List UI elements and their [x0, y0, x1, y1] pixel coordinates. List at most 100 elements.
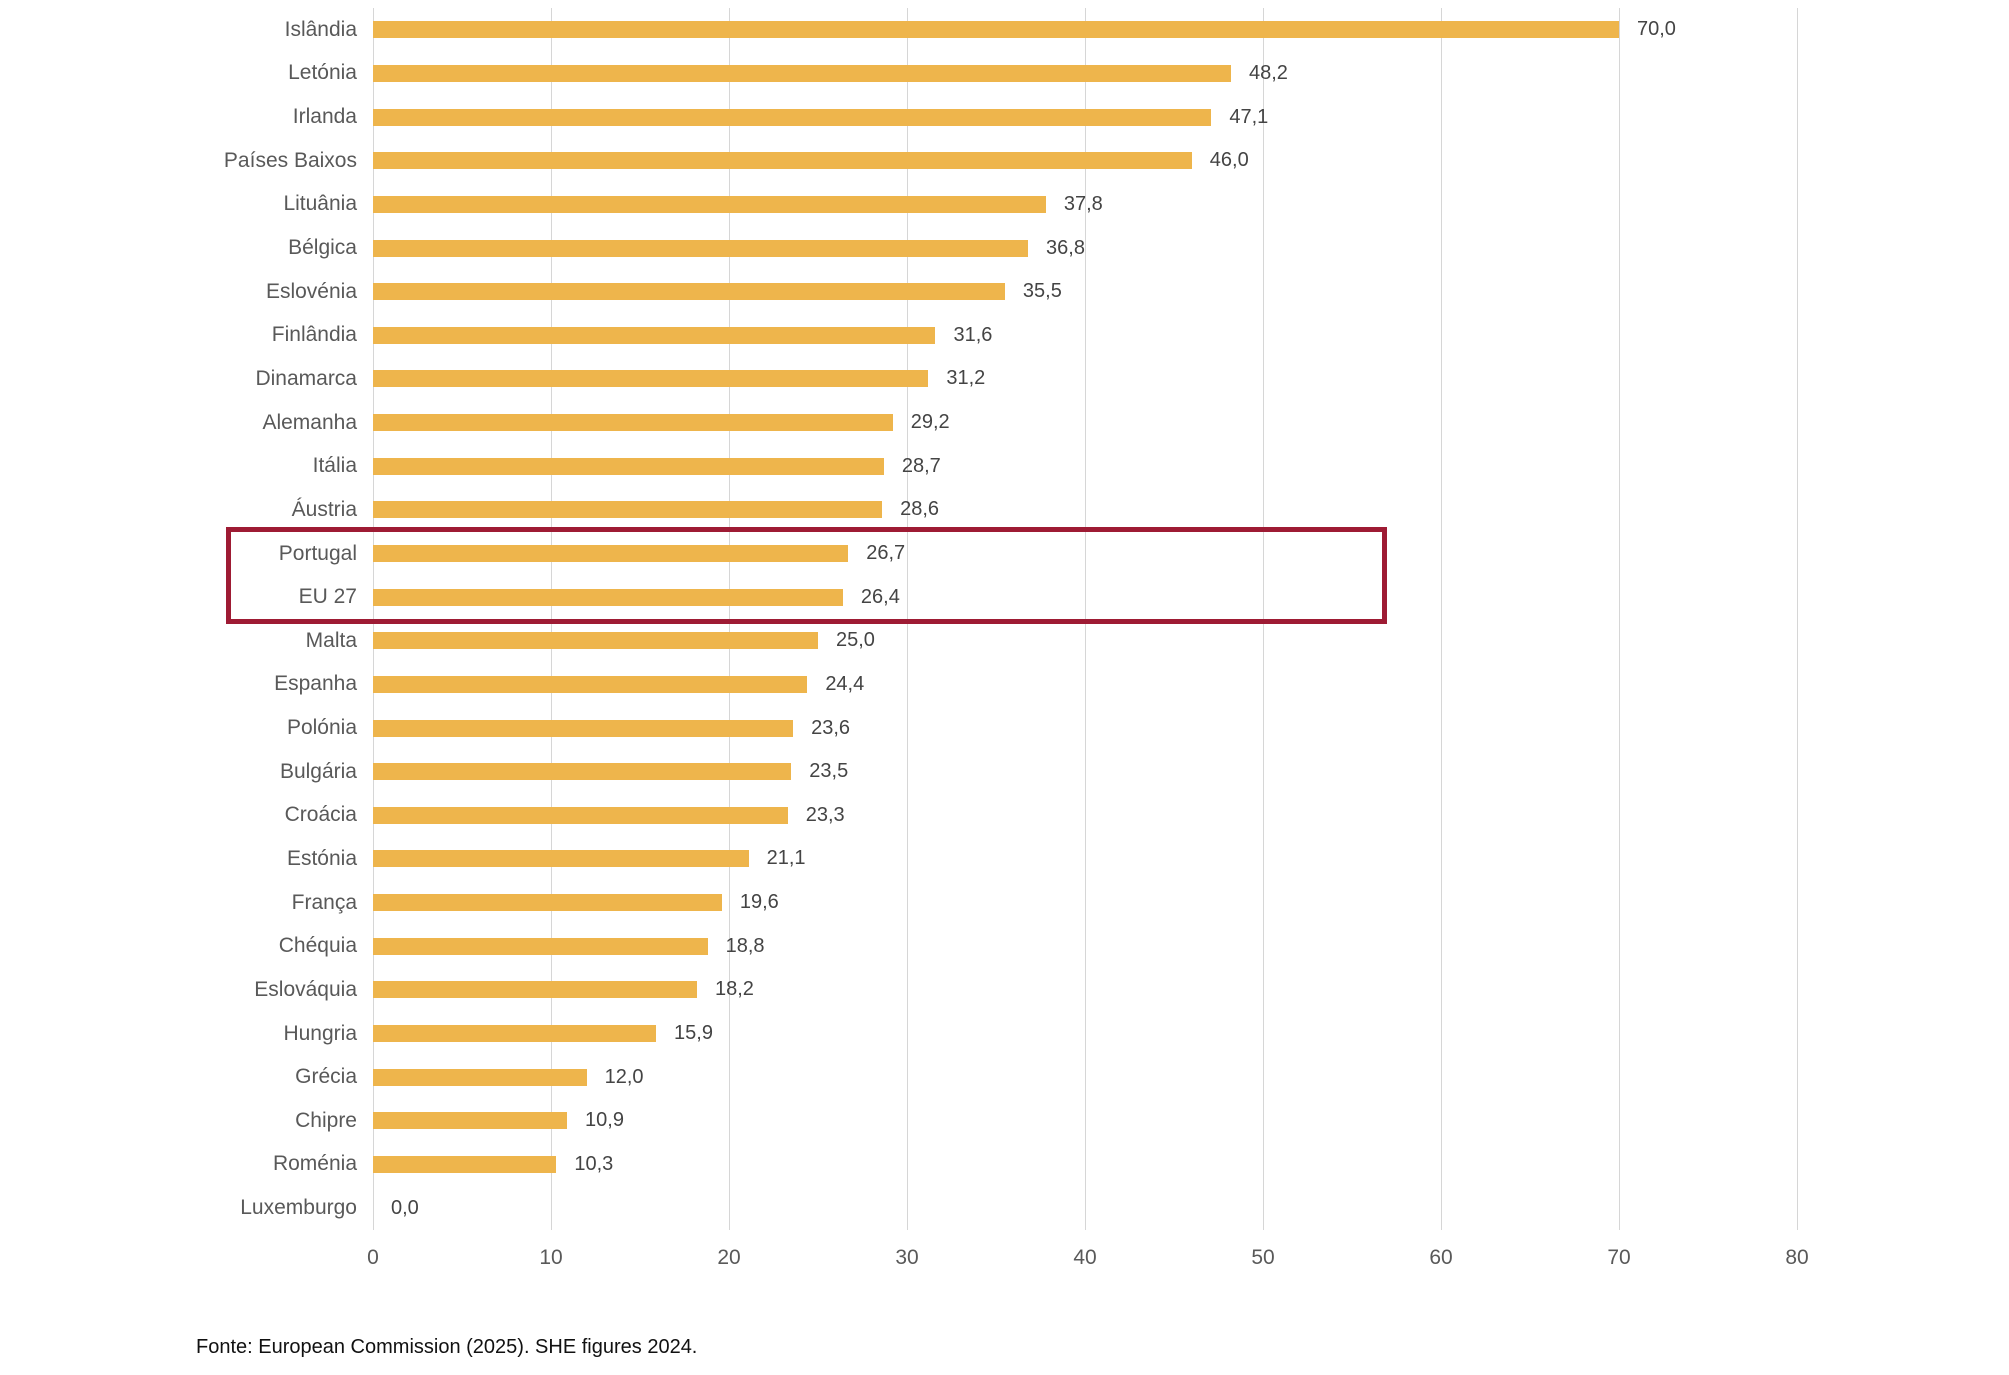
category-label: Eslováquia: [254, 977, 357, 1001]
bar: [373, 457, 884, 475]
category-label: Polónia: [286, 716, 357, 740]
x-tick-label: 80: [1785, 1246, 1809, 1269]
bar: [373, 239, 1029, 257]
category-label: Alemanha: [262, 410, 357, 434]
bar: [373, 588, 843, 606]
bar-value-label: 70,0: [1637, 18, 1676, 41]
category-label: Grécia: [295, 1065, 357, 1089]
bar-value-label: 26,4: [860, 585, 900, 608]
bar: [373, 1155, 557, 1173]
bar: [373, 981, 697, 999]
bar-row: 26,4: [373, 575, 1797, 619]
bar-row: 10,3: [373, 1143, 1797, 1187]
category-label: Letónia: [288, 61, 357, 85]
bar: [373, 195, 1046, 213]
category-label: Croácia: [284, 803, 357, 827]
x-tick-label: 10: [539, 1246, 563, 1269]
bar-value-label: 21,1: [766, 847, 806, 870]
bar-value-label: 15,9: [674, 1022, 713, 1045]
category-label: Dinamarca: [255, 366, 357, 390]
bar-row: 21,1: [373, 837, 1797, 881]
bar-row: 19,6: [373, 881, 1797, 925]
bar: [373, 501, 883, 519]
x-tick-label: 70: [1607, 1246, 1631, 1269]
category-label: Espanha: [274, 672, 357, 696]
gridline: [1619, 8, 1620, 1230]
source-note: Fonte: European Commission (2025). SHE f…: [196, 1336, 698, 1358]
bar: [373, 894, 722, 912]
bar-row: 29,2: [373, 401, 1797, 445]
bar-value-label: 23,6: [811, 716, 851, 739]
category-label: Islândia: [284, 17, 357, 41]
bar: [373, 64, 1231, 82]
category-labels: Islândia Letónia Irlanda Países Baixos Lituâ…: [0, 8, 357, 1230]
bar-value-label: 47,1: [1229, 105, 1269, 128]
bar: [373, 632, 818, 650]
bar-value-label: 18,2: [714, 978, 754, 1001]
bar: [373, 719, 794, 737]
bar-row: 10,9: [373, 1099, 1797, 1143]
bar-value-label: 31,6: [953, 323, 993, 346]
bar: [373, 545, 849, 562]
gridline: [1797, 8, 1798, 1230]
x-tick-label: 60: [1429, 1246, 1453, 1269]
bar-row: 18,8: [373, 924, 1797, 968]
bar-value-label: 48,2: [1248, 61, 1288, 84]
x-axis: 0 10 20 30 40 50 60 70 80: [367, 1246, 1809, 1280]
highlight-box: [226, 526, 1387, 624]
bar-value-label: 46,0: [1209, 149, 1249, 172]
category-label: Países Baixos: [223, 148, 357, 172]
bar-value-label: 24,4: [825, 672, 865, 695]
bar-value-label: 36,8: [1046, 236, 1085, 259]
bar-row: 37,8: [373, 183, 1797, 227]
bar: [373, 937, 708, 955]
bar: [373, 763, 792, 781]
bar: [373, 326, 936, 344]
bar: [373, 108, 1212, 126]
gridline: [1441, 8, 1442, 1230]
bar-row: 48,2: [373, 52, 1797, 96]
category-label: Chéquia: [278, 934, 357, 958]
bar: [373, 1068, 587, 1086]
bar-row: 31,2: [373, 357, 1797, 401]
bar: [373, 414, 893, 432]
bar-row: 47,1: [373, 95, 1797, 139]
bar: [373, 675, 808, 693]
category-label: Itália: [312, 454, 357, 478]
bar-row: 23,5: [373, 750, 1797, 794]
category-label: Hungria: [283, 1021, 357, 1045]
bar-row: 18,2: [373, 968, 1797, 1012]
bar-row: 0,0: [373, 1186, 1797, 1230]
category-label: Portugal: [278, 541, 357, 565]
bar: [373, 370, 929, 388]
x-tick-label: 50: [1251, 1246, 1275, 1269]
bar-value-label: 37,8: [1063, 192, 1103, 215]
bar-value-label: 10,3: [574, 1152, 614, 1175]
bar-rows: 70,0 48,2 47,1 46,0 37,8 36,8 35,5 31,6 31,2 29,2…: [373, 8, 1797, 1230]
bar-row: 36,8: [373, 226, 1797, 270]
category-label: Luxemburgo: [240, 1196, 357, 1220]
bar: [373, 152, 1192, 170]
bar-row: 28,6: [373, 488, 1797, 532]
bar-row: 46,0: [373, 139, 1797, 183]
bar: [373, 850, 749, 868]
bar-row: 25,0: [373, 619, 1797, 663]
bar-value-label: 31,2: [946, 367, 986, 390]
bar-value-label: 25,0: [836, 629, 875, 652]
bar-value-label: 12,0: [604, 1065, 644, 1088]
category-label: Lituânia: [283, 192, 357, 216]
bar: [373, 21, 1619, 39]
category-label: Bulgária: [279, 759, 357, 783]
bar-value-label: 0,0: [391, 1196, 419, 1219]
bar-value-label: 23,3: [805, 803, 845, 826]
category-label: Eslovénia: [265, 279, 357, 303]
bar-row: 28,7: [373, 444, 1797, 488]
bar-value-label: 28,6: [900, 498, 940, 521]
bar-row: 26,7: [373, 532, 1797, 576]
plot-area: 70,0 48,2 47,1 46,0 37,8 36,8 35,5 31,6 31,2 29,2…: [373, 8, 1798, 1230]
bar-value-label: 26,7: [866, 542, 906, 564]
bar-value-label: 18,8: [725, 934, 765, 957]
category-label: Malta: [305, 628, 357, 652]
bar-value-label: 28,7: [901, 454, 941, 477]
